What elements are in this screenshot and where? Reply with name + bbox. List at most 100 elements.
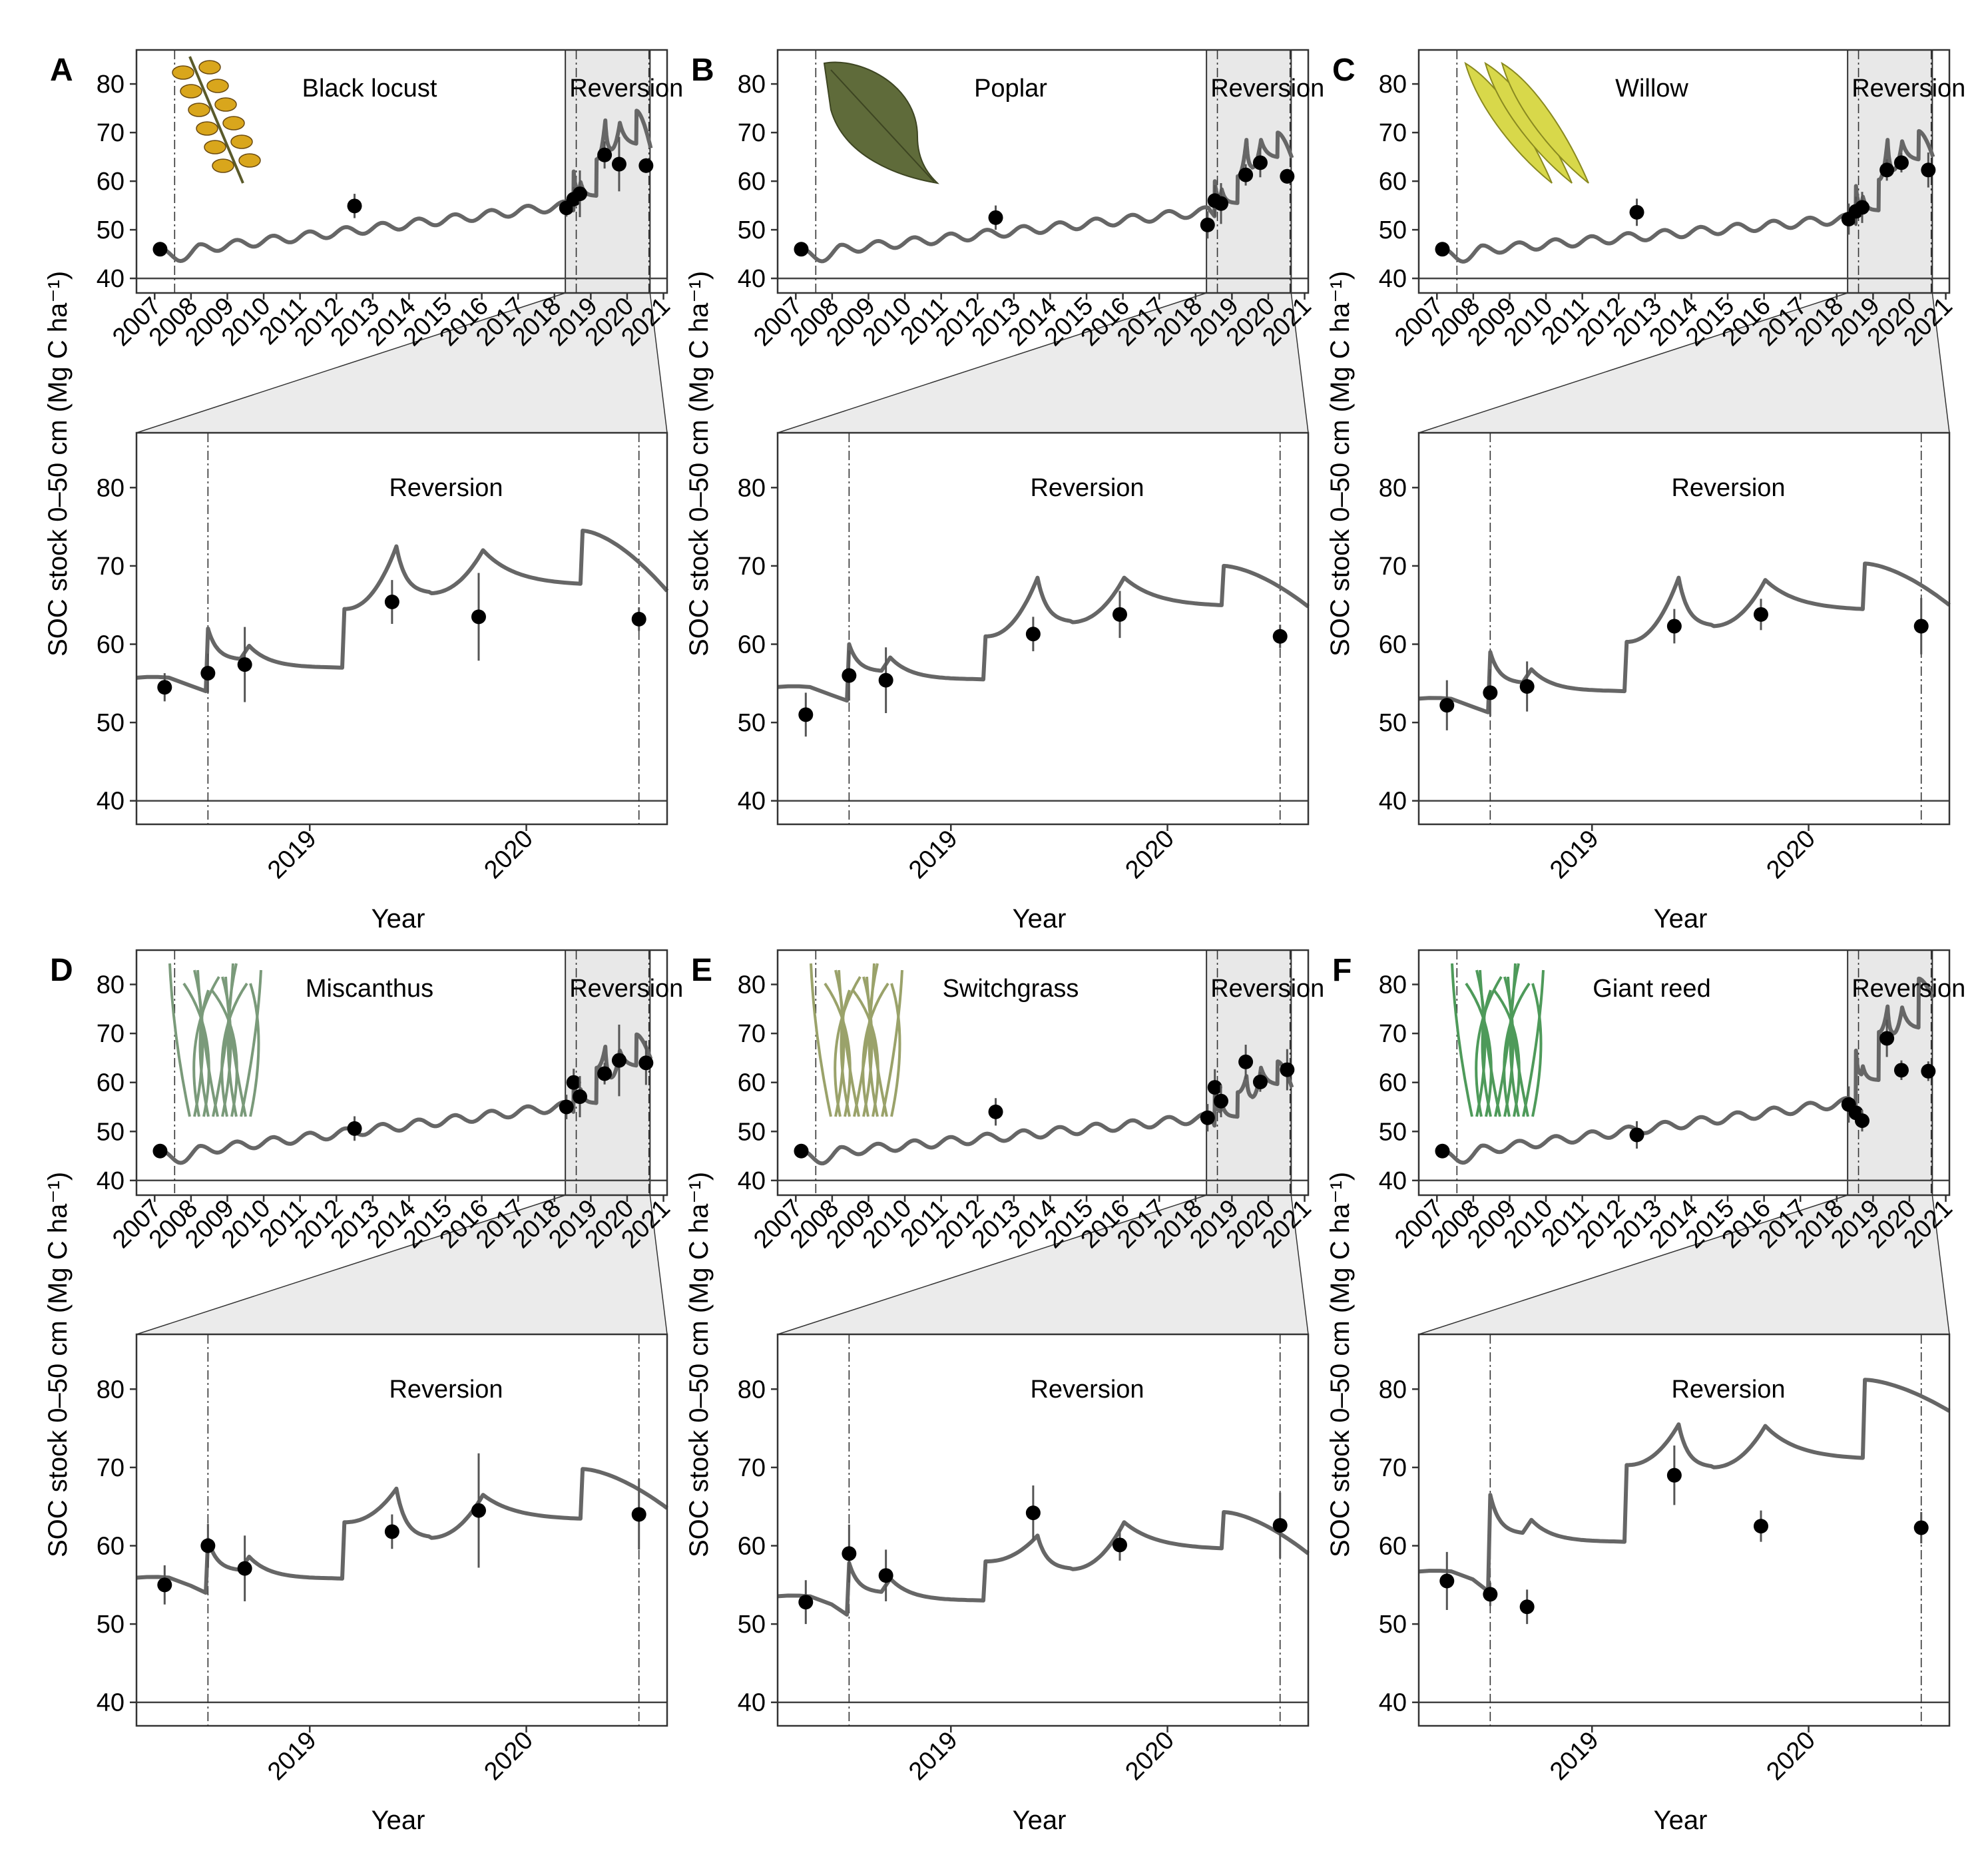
leaf-vein (830, 69, 935, 182)
observation-point (1213, 1093, 1228, 1109)
y-tick-label: 80 (738, 474, 766, 502)
blade (852, 989, 879, 1117)
panel-letter: D (50, 953, 73, 988)
y-tick-label: 40 (738, 1167, 766, 1195)
x-tick-label: 2019 (903, 1726, 963, 1786)
y-tick-label: 60 (1379, 1069, 1407, 1097)
y-tick-label: 80 (1379, 1376, 1407, 1404)
observation-point (631, 1507, 646, 1522)
y-tick-label: 50 (97, 216, 124, 244)
y-tick-label: 50 (97, 1611, 124, 1639)
poplar-leaf-icon (823, 61, 939, 184)
observation-point (1252, 1074, 1268, 1089)
panel-letter: F (1332, 953, 1352, 988)
observation-point (1272, 629, 1288, 644)
reversion-label: Reversion (569, 975, 683, 1003)
observation-point (1213, 196, 1228, 211)
observation-point (631, 611, 646, 627)
observation-point (152, 242, 168, 257)
observation-point (638, 1055, 654, 1071)
y-tick-label: 80 (738, 1376, 766, 1404)
observation-point (1439, 698, 1455, 713)
zoom-frame (776, 1333, 1310, 1727)
observation-point (572, 186, 587, 202)
model-line (136, 1467, 668, 1595)
blade (249, 983, 260, 1117)
x-tick-label: 2020 (479, 1726, 538, 1786)
species-label: Miscanthus (306, 975, 433, 1003)
y-tick-label: 40 (97, 1689, 124, 1717)
y-axis-title: SOC stock 0–50 cm (Mg C ha⁻¹) (1326, 271, 1355, 657)
reversion-label: Reversion (1030, 1376, 1144, 1404)
y-tick-label: 40 (97, 788, 124, 816)
observation-point (1921, 1063, 1936, 1079)
x-tick-label: 2020 (1761, 1726, 1820, 1786)
reversion-label: Reversion (389, 474, 503, 502)
observation-point (1435, 1143, 1450, 1159)
y-tick-label: 50 (738, 1118, 766, 1146)
observation-point (384, 595, 399, 610)
observation-point (611, 156, 626, 172)
species-label: Giant reed (1593, 975, 1710, 1003)
leaflet (230, 134, 253, 149)
panel-d: 4050607080200720082009201020112012201320… (43, 949, 683, 1835)
model-line (1418, 561, 1951, 714)
reversion-label: Reversion (569, 75, 683, 103)
observation-point (1913, 619, 1929, 634)
y-tick-label: 60 (1379, 168, 1407, 196)
switchgrass-plant-icon (810, 963, 903, 1117)
model-line (159, 1032, 653, 1165)
observation-point (1238, 167, 1254, 182)
blade (1493, 989, 1521, 1117)
model-line (1418, 1378, 1951, 1593)
observation-point (471, 1503, 486, 1518)
y-tick-label: 50 (1379, 1118, 1407, 1146)
black-locust-leaf-icon (172, 56, 261, 184)
giant-reed-plant-icon (1451, 963, 1545, 1117)
observation-point (237, 657, 252, 672)
y-tick-label: 80 (97, 1376, 124, 1404)
observation-point (1519, 679, 1535, 694)
observation-point (1913, 1520, 1929, 1535)
reversion-label: Reversion (1852, 975, 1965, 1003)
y-tick-label: 80 (1379, 971, 1407, 999)
observation-point (842, 668, 857, 683)
observation-point (559, 1099, 574, 1115)
observation-point (1280, 1062, 1295, 1077)
reversion-label: Reversion (1852, 75, 1965, 103)
observation-point (611, 1053, 626, 1068)
blade (240, 969, 262, 1117)
blade (182, 982, 210, 1117)
blade (1503, 982, 1531, 1117)
blade (824, 982, 852, 1117)
blade (196, 969, 219, 1117)
blade (1509, 963, 1520, 1117)
x-axis-title: Year (1013, 1806, 1067, 1835)
leaflet (172, 65, 194, 80)
observation-point (1629, 1127, 1644, 1143)
y-tick-label: 60 (1379, 1533, 1407, 1561)
miscanthus-plant-icon (168, 963, 262, 1117)
leaf (1501, 61, 1589, 184)
x-tick-label: 2020 (479, 825, 538, 884)
y-tick-label: 80 (1379, 474, 1407, 502)
y-axis-title: SOC stock 0–50 cm (Mg C ha⁻¹) (1326, 1172, 1355, 1557)
y-tick-label: 80 (738, 71, 766, 99)
blade (1531, 983, 1543, 1117)
blade (1481, 989, 1492, 1117)
y-tick-label: 70 (97, 1454, 124, 1482)
x-axis-title: Year (1654, 1806, 1708, 1835)
observation-point (1854, 200, 1869, 215)
leaflet (198, 60, 221, 75)
model-line (1442, 129, 1935, 264)
leaflet (188, 103, 210, 117)
reversion-label: Reversion (1210, 975, 1324, 1003)
observation-point (597, 147, 613, 162)
y-tick-label: 80 (97, 474, 124, 502)
observation-point (471, 609, 486, 625)
observation-point (1519, 1599, 1535, 1615)
overview-frame (1417, 49, 1951, 294)
y-tick-label: 80 (97, 71, 124, 99)
y-tick-label: 40 (738, 1689, 766, 1717)
y-tick-label: 70 (97, 119, 124, 147)
